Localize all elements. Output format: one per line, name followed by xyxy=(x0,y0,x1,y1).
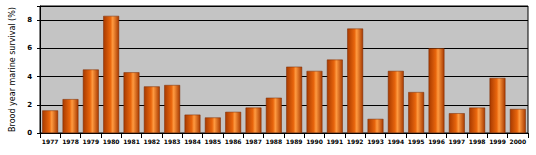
svg-text:1988: 1988 xyxy=(265,138,282,145)
svg-text:1986: 1986 xyxy=(225,138,242,145)
svg-text:1987: 1987 xyxy=(245,138,262,145)
svg-text:4: 4 xyxy=(27,73,32,81)
svg-text:1985: 1985 xyxy=(204,138,221,145)
svg-text:2: 2 xyxy=(27,101,32,109)
svg-text:8: 8 xyxy=(27,16,32,24)
svg-text:1999: 1999 xyxy=(489,138,506,145)
svg-text:1998: 1998 xyxy=(469,138,486,145)
svg-text:1995: 1995 xyxy=(408,138,425,145)
svg-text:1980: 1980 xyxy=(103,138,120,145)
svg-text:1993: 1993 xyxy=(367,138,384,145)
svg-text:0: 0 xyxy=(27,129,32,137)
svg-text:1981: 1981 xyxy=(123,138,140,145)
svg-text:1979: 1979 xyxy=(82,138,99,145)
svg-text:1997: 1997 xyxy=(448,138,465,145)
svg-text:1982: 1982 xyxy=(143,138,160,145)
svg-text:1983: 1983 xyxy=(164,138,181,145)
svg-text:1996: 1996 xyxy=(428,138,445,145)
svg-text:6: 6 xyxy=(27,44,32,52)
svg-text:1994: 1994 xyxy=(387,138,404,145)
svg-text:1990: 1990 xyxy=(306,138,323,145)
svg-text:Brood year marine survival (%): Brood year marine survival (%) xyxy=(8,7,17,132)
svg-text:1984: 1984 xyxy=(184,138,201,145)
svg-text:2000: 2000 xyxy=(509,138,526,145)
svg-text:1989: 1989 xyxy=(286,138,303,145)
svg-text:1978: 1978 xyxy=(62,138,79,145)
svg-text:1991: 1991 xyxy=(326,138,343,145)
svg-text:1992: 1992 xyxy=(347,138,364,145)
svg-text:1977: 1977 xyxy=(42,138,59,145)
